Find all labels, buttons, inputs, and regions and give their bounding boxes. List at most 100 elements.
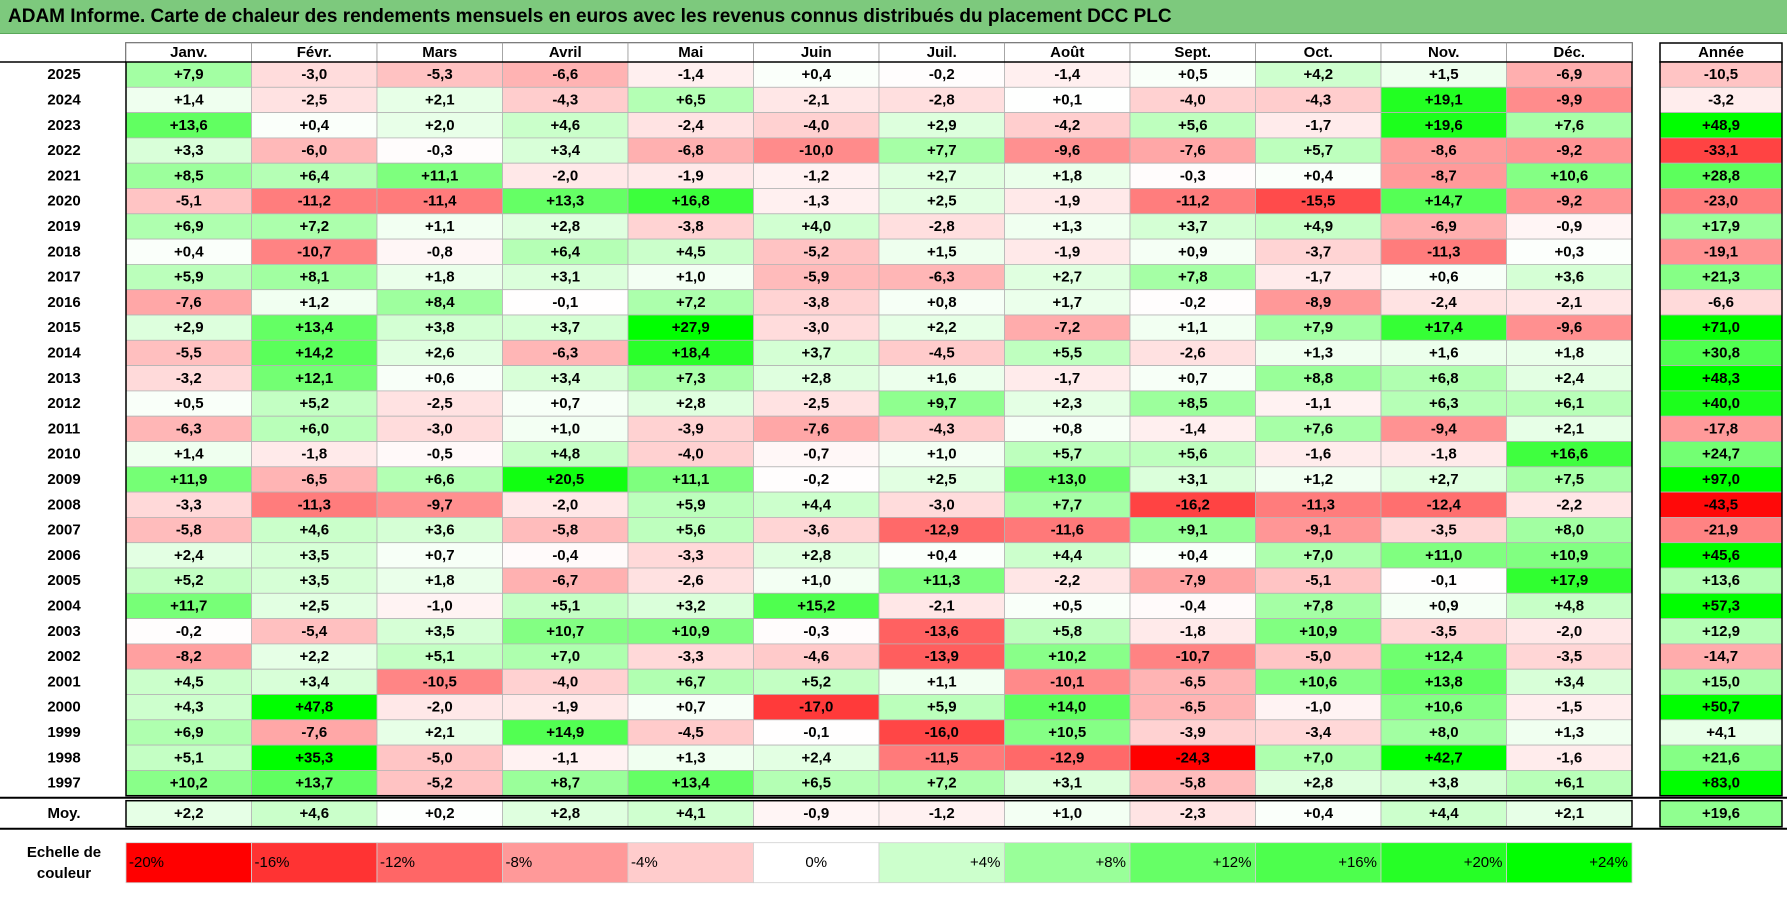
heat-cell-value: -10,1 [1050,673,1084,690]
scale-step-label: -16% [255,854,290,871]
heat-cell-value: +10,6 [1299,673,1337,690]
heat-cell-value: -9,1 [1305,522,1331,539]
heat-cell [125,618,252,645]
heat-cell [627,592,754,619]
heat-cell-value: -1,1 [552,749,578,766]
heat-cell [1004,618,1131,645]
average-cell-value: -2,3 [1180,805,1206,822]
heat-cell [753,339,880,366]
heat-cell [1380,188,1507,215]
heat-cell [627,263,754,291]
annual-cell-value: +24,7 [1702,446,1740,463]
heat-cell [1004,263,1131,291]
heat-cell [1255,213,1382,240]
heat-cell-value: +1,1 [927,673,957,690]
heat-cell [627,668,754,695]
heat-cell-value: +1,0 [927,446,957,463]
heat-cell [376,390,503,417]
heat-cell [1255,770,1382,797]
heat-cell [1129,213,1256,240]
heat-cell-value: -17,0 [799,699,833,716]
heat-cell-value: -2,1 [1556,294,1582,311]
heat-cell-value: -4,2 [1054,117,1080,134]
annual-cell-value: -23,0 [1704,193,1738,210]
heat-cell [1255,466,1382,493]
heat-cell [1380,441,1507,468]
heat-cell-value: +6,4 [550,243,580,260]
heat-cell [125,365,252,392]
heat-cell-value: +8,5 [1178,395,1208,412]
heat-cell [627,694,754,721]
scale-step [753,842,880,884]
average-cell [753,800,880,828]
average-frame [125,799,1633,828]
heat-cell-value: +6,1 [1554,775,1584,792]
scale-step-label: -8% [506,854,533,871]
heat-cell-value: -4,3 [1305,91,1331,108]
heat-cell [251,314,378,341]
annual-cell [1659,390,1783,417]
heat-cell-value: +2,7 [1052,269,1082,286]
heat-cell-value: -1,7 [1305,117,1331,134]
heat-cell [1506,86,1633,114]
heat-cell-value: +2,4 [174,547,204,564]
heat-cell [1255,162,1382,189]
annual-cell-value: +21,3 [1702,269,1740,286]
heat-cell [878,668,1005,695]
heat-cell [125,441,252,468]
heat-cell-value: +7,8 [1303,597,1333,614]
heat-cell-value: +1,4 [174,446,204,463]
heat-cell-value: +5,2 [174,572,204,589]
heat-cell-value: +18,4 [672,344,711,361]
heat-cell-value: -16,2 [1176,496,1210,513]
heat-cell-value: +11,9 [170,471,207,488]
heat-cell-value: -5,9 [803,269,829,286]
heat-cell-value: +8,8 [1303,370,1333,387]
heat-cell [251,744,378,771]
heat-cell [1255,441,1382,468]
annual-cell [1659,162,1783,189]
heat-cell-value: -0,4 [552,547,579,564]
scale-label: Echelle de [27,844,101,861]
heat-cell [1255,517,1382,544]
heat-cell [251,188,378,215]
scale-step-label: -12% [380,854,415,871]
heat-cell-value: +7,0 [1303,749,1333,766]
heat-cell [878,441,1005,468]
annual-header-label: Année [1698,44,1744,61]
heat-cell-value: +42,7 [1425,749,1463,766]
heat-cell-value: +7,7 [927,142,957,159]
heat-cell [125,263,252,291]
heat-cell-value: +6,4 [299,167,329,184]
heat-cell-value: +5,9 [676,496,706,513]
heat-cell-value: -3,5 [1431,522,1457,539]
heat-cell-value: +2,7 [1429,471,1459,488]
year-label: 2023 [47,117,80,134]
heat-cell [878,263,1005,291]
heat-cell-value: -0,2 [176,623,202,640]
annual-cell [1659,213,1783,240]
heat-cell-value: -3,5 [1556,648,1582,665]
heat-cell-value: +5,1 [174,749,204,766]
heat-cell [1004,238,1131,265]
heat-cell-value: +3,4 [550,142,580,159]
year-label: 2000 [47,699,80,716]
heat-cell [878,415,1005,442]
heat-cell-value: -7,9 [1180,572,1206,589]
heat-cell-value: +13,0 [1048,471,1086,488]
annual-cell-value: +71,0 [1702,319,1740,336]
year-label: 2009 [47,471,80,488]
heat-cell-value: -24,3 [1176,749,1210,766]
heat-cell-value: +4,3 [174,699,204,716]
heat-cell-value: +8,1 [299,269,329,286]
heat-cell-value: -9,2 [1556,142,1582,159]
year-label: 1997 [47,775,80,792]
heat-cell-value: -3,9 [678,420,704,437]
heat-cell-value: +2,4 [1554,370,1584,387]
heat-cell [1129,390,1256,417]
heat-cell-value: +0,7 [425,547,455,564]
month-header-label: Nov. [1428,44,1459,61]
heat-cell-value: +0,7 [1178,370,1208,387]
average-cell-value: +0,2 [425,805,455,822]
average-cell-value: +2,1 [1554,805,1584,822]
